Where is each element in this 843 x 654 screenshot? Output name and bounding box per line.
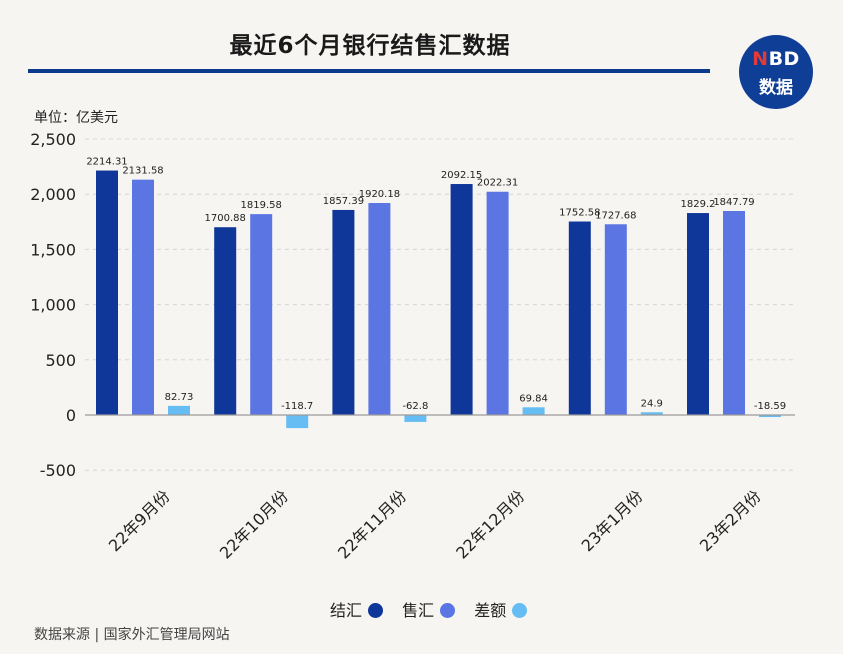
bar xyxy=(332,209,355,415)
data-label: 1700.88 xyxy=(205,213,246,224)
legend-dot-jiehui xyxy=(368,603,384,618)
data-label: 2022.31 xyxy=(477,178,518,189)
legend-item-shouhui: 售汇 xyxy=(402,597,456,621)
bar xyxy=(604,224,627,415)
data-label: -18.59 xyxy=(754,401,786,412)
bar xyxy=(486,191,509,415)
bar xyxy=(250,214,273,415)
legend-label-shouhui: 售汇 xyxy=(402,601,435,620)
x-tick-label: 22年10月份 xyxy=(216,486,292,562)
data-label: 1819.58 xyxy=(241,200,282,211)
bar xyxy=(640,412,663,415)
data-label: 1857.39 xyxy=(323,196,364,207)
unit-label: 单位：亿美元 xyxy=(34,110,118,126)
y-tick-label: -500 xyxy=(40,461,76,480)
bar xyxy=(404,415,427,422)
y-tick-label: 1,500 xyxy=(30,240,76,259)
data-label: -118.7 xyxy=(281,401,313,412)
bar xyxy=(96,170,118,415)
legend-dot-chae xyxy=(512,603,528,618)
data-label: 1920.18 xyxy=(359,189,400,200)
bar xyxy=(286,415,309,429)
data-label: 1752.58 xyxy=(559,208,600,219)
y-tick-label: 1,000 xyxy=(30,296,76,315)
title-underline xyxy=(28,69,710,73)
source-note: 数据来源 | 国家外汇管理局网站 xyxy=(34,627,230,643)
x-tick-label: 23年2月份 xyxy=(696,486,765,555)
data-label: -62.8 xyxy=(402,401,428,412)
y-tick-label: 2,500 xyxy=(30,130,76,149)
data-label: 69.84 xyxy=(519,393,548,404)
legend-item-jiehui: 结汇 xyxy=(330,597,384,621)
bar xyxy=(368,203,391,415)
chart-title: 最近6个月银行结售汇数据 xyxy=(229,33,511,59)
data-label: 2214.31 xyxy=(86,157,127,168)
bar xyxy=(522,407,545,415)
data-label: 24.9 xyxy=(641,398,663,409)
legend-label-chae: 差额 xyxy=(474,601,507,620)
bar xyxy=(450,184,473,415)
bar xyxy=(723,211,745,415)
data-label: 1727.68 xyxy=(595,210,636,221)
bar xyxy=(759,415,781,418)
x-tick-label: 23年1月份 xyxy=(578,486,647,555)
bar xyxy=(214,227,237,415)
legend: 结汇 售汇 差额 xyxy=(330,597,541,621)
data-label: 1847.79 xyxy=(713,197,754,208)
nbd-logo: NBD 数据 xyxy=(739,35,813,109)
bar xyxy=(168,405,190,415)
y-tick-label: 500 xyxy=(45,351,76,370)
data-label: 2092.15 xyxy=(441,170,482,181)
x-tick-label: 22年12月份 xyxy=(452,486,528,562)
x-tick-label: 22年9月份 xyxy=(105,486,174,555)
legend-label-jiehui: 结汇 xyxy=(330,601,363,620)
y-tick-label: 2,000 xyxy=(30,185,76,204)
bar xyxy=(687,213,709,415)
bar xyxy=(132,179,154,415)
bar xyxy=(568,221,591,415)
legend-item-chae: 差额 xyxy=(474,597,528,621)
data-label: 2131.58 xyxy=(122,166,163,177)
x-tick-label: 22年11月份 xyxy=(334,486,410,562)
legend-dot-shouhui xyxy=(440,603,456,618)
data-label: 1829.2 xyxy=(681,199,716,210)
y-tick-label: 0 xyxy=(66,406,76,425)
data-label: 82.73 xyxy=(165,392,194,403)
